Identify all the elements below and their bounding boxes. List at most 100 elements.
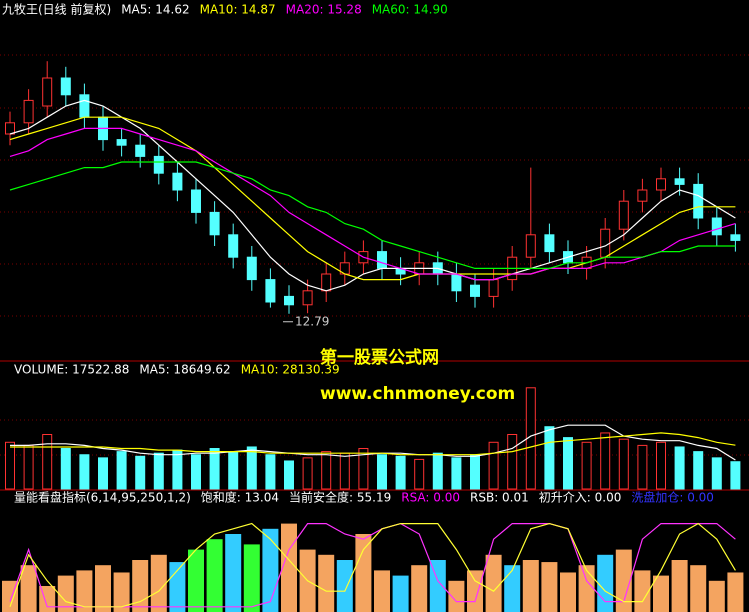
volume-bar	[730, 461, 741, 490]
volume-bar	[321, 451, 332, 490]
candle-body	[153, 155, 164, 174]
indicator-bar	[262, 528, 279, 612]
candle-body	[135, 144, 146, 157]
candle-body	[60, 77, 71, 96]
indicator-bar	[467, 570, 483, 612]
indicator-bar	[2, 580, 18, 612]
volume-bar	[563, 437, 573, 490]
volume-bar	[600, 432, 611, 490]
candle-body	[228, 234, 239, 258]
candle-body	[544, 234, 555, 253]
candle-body	[600, 228, 611, 258]
candle-body	[172, 172, 183, 191]
indicator-bar	[281, 523, 297, 612]
indicator-bar	[690, 565, 707, 612]
indicator-bar	[113, 572, 130, 612]
candle-body	[79, 94, 90, 118]
ma-line	[9, 161, 736, 269]
volume-bar	[246, 446, 257, 490]
candle-body	[321, 273, 332, 292]
header-label: 洗盘加仓: 0.00	[631, 490, 714, 505]
volume-bar	[470, 454, 480, 490]
volume-bar	[191, 454, 201, 490]
indicator-bar	[225, 534, 242, 612]
indicator-bar	[150, 554, 167, 612]
header-bg	[0, 0, 749, 20]
indicator-line	[9, 522, 736, 608]
indicator-bar	[336, 560, 353, 612]
volume-bar	[451, 457, 462, 490]
volume-bar	[42, 434, 53, 490]
watermark: www.chnmoney.com	[320, 384, 515, 404]
volume-bar	[302, 457, 313, 490]
indicator-bar	[95, 565, 111, 612]
header-label: VOLUME: 17522.88	[14, 363, 129, 377]
header-label: MA5: 18649.62	[139, 363, 230, 377]
volume-bar	[693, 451, 704, 490]
candle-body	[730, 234, 741, 241]
volume-bar	[507, 434, 518, 490]
candle-body	[116, 139, 127, 146]
header-label: MA60: 14.90	[372, 3, 448, 17]
candle-body	[23, 99, 34, 124]
volume-bar	[116, 451, 127, 490]
indicator-bar	[243, 544, 260, 612]
volume-bar	[209, 448, 220, 490]
indicator-bar	[541, 562, 558, 612]
low-annotation: 12.79	[295, 314, 329, 328]
header-label: MA10: 14.87	[200, 3, 276, 17]
volume-bar	[674, 446, 685, 490]
ma-line	[9, 99, 736, 292]
volume-ma-line	[10, 432, 736, 456]
volume-bar	[228, 451, 239, 490]
indicator-bar	[76, 570, 93, 612]
indicator-bar	[132, 560, 149, 612]
header-bg	[0, 362, 749, 380]
volume-bar	[172, 449, 183, 490]
indicator-bar	[522, 560, 539, 612]
header-label: MA20: 15.28	[286, 3, 362, 17]
candle-body	[525, 234, 536, 258]
header-label: RSA: 0.00	[401, 491, 460, 505]
volume-bar	[23, 444, 34, 490]
indicator-bar	[485, 554, 502, 612]
indicator-bar	[39, 586, 56, 612]
candle-body	[209, 211, 220, 236]
indicator-bar	[597, 554, 614, 612]
indicator-bar	[448, 580, 465, 612]
indicator-line	[9, 522, 736, 608]
volume-bar	[488, 441, 499, 490]
candle-body	[191, 189, 201, 213]
candle-body	[284, 295, 294, 306]
candle-body	[618, 200, 629, 230]
candle-body	[302, 290, 313, 306]
header-label: 当前安全度: 55.19	[289, 490, 391, 505]
ma-line	[9, 127, 736, 281]
volume-bar	[135, 455, 146, 490]
volume-ma-line	[10, 424, 736, 461]
volume-bar	[79, 454, 90, 490]
indicator-bar	[188, 549, 204, 612]
header-label: 饱和度: 13.04	[201, 490, 279, 505]
ma-line	[9, 116, 736, 281]
volume-bar	[284, 460, 294, 490]
volume-bar	[98, 457, 108, 490]
volume-bar	[265, 454, 276, 490]
volume-bar	[339, 452, 350, 490]
indicator-bar	[355, 534, 372, 612]
volume-bar	[637, 444, 648, 490]
candle-body	[377, 251, 387, 269]
candle-body	[451, 273, 462, 292]
indicator-bar	[318, 554, 335, 612]
indicator-bar	[392, 575, 409, 612]
indicator-bar	[708, 580, 725, 612]
indicator-bar	[653, 575, 669, 612]
indicator-bar	[578, 565, 595, 612]
header-label: MA10: 28130.39	[241, 363, 340, 377]
volume-bar	[432, 452, 443, 490]
marks	[2, 61, 744, 612]
indicator-bar	[206, 539, 223, 612]
candle-body	[5, 122, 15, 135]
